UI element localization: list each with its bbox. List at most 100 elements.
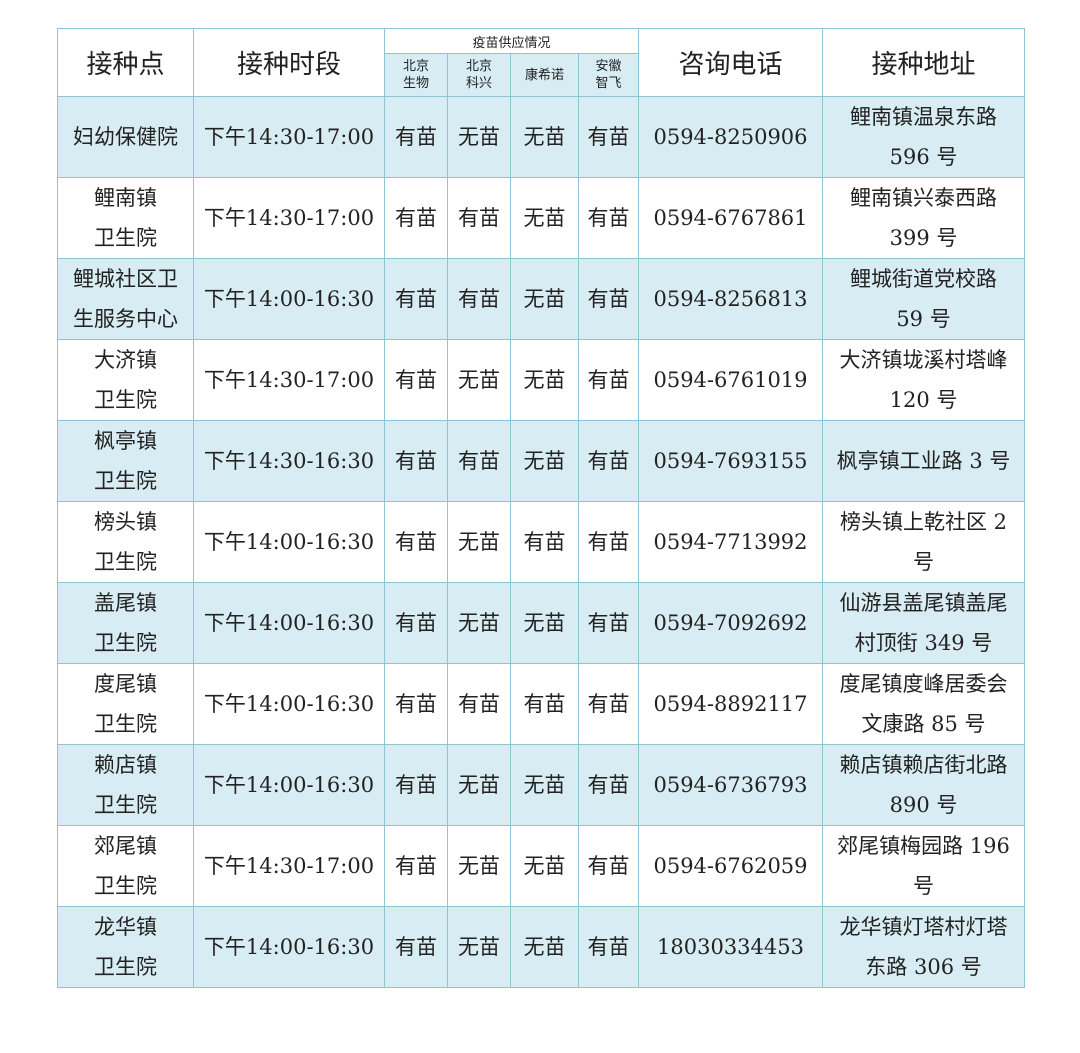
text-line: 鲤城社区卫 (73, 267, 178, 291)
phone-cell: 0594-6761019 (638, 339, 824, 421)
supply-cell: 无苗 (510, 744, 579, 826)
text-line: 卫生院 (94, 469, 157, 493)
text-line: 郊尾镇 (94, 834, 157, 858)
table-row: 榜头镇 卫生院 下午14:00-16:30 有苗 无苗 有苗 有苗 0594-7713992 榜… (57, 501, 1026, 583)
supply-cell: 有苗 (384, 825, 448, 907)
site-cell: 盖尾镇 卫生院 (57, 582, 194, 664)
header-address: 接种地址 (822, 28, 1026, 97)
time-cell: 下午14:30-17:00 (193, 825, 385, 907)
table-row: 赖店镇 卫生院 下午14:00-16:30 有苗 无苗 无苗 有苗 0594-6736793 赖… (57, 744, 1026, 826)
site-cell: 妇幼保健院 (57, 96, 194, 178)
supply-cell: 无苗 (447, 501, 511, 583)
text-line: 鲤城街道党校路 (850, 267, 998, 291)
supply-cell: 无苗 (447, 339, 511, 421)
text-line: 卫生院 (94, 793, 157, 817)
address-cell: 鲤南镇兴泰西路 399 号 (822, 177, 1026, 259)
text-line: 卫生院 (94, 226, 157, 250)
text-line: 妇幼保健院 (73, 125, 178, 149)
time-cell: 下午14:00-16:30 (193, 258, 385, 340)
supply-cell: 有苗 (447, 663, 511, 745)
supply-cell: 无苗 (510, 96, 579, 178)
text-line: 120 号 (889, 388, 958, 412)
text-line: 文康路 85 号 (861, 712, 986, 736)
text-line: 卫生院 (94, 955, 157, 979)
address-cell: 枫亭镇工业路 3 号 (822, 420, 1026, 502)
address-cell: 鲤南镇温泉东路 596 号 (822, 96, 1026, 178)
text-line: 生服务中心 (73, 307, 178, 331)
header-time: 接种时段 (193, 28, 385, 97)
supply-cell: 有苗 (447, 420, 511, 502)
text-line: 卫生院 (94, 631, 157, 655)
header-vaccine: 北京 科兴 (447, 53, 511, 97)
text-line: 龙华镇 (94, 915, 157, 939)
supply-cell: 有苗 (577, 501, 640, 583)
text-line: 大济镇 (94, 348, 157, 372)
time-cell: 下午14:30-17:00 (193, 339, 385, 421)
header-vaccine: 康希诺 (510, 53, 579, 97)
time-cell: 下午14:00-16:30 (193, 582, 385, 664)
site-cell: 赖店镇 卫生院 (57, 744, 194, 826)
time-cell: 下午14:30-17:00 (193, 96, 385, 178)
text-line: 度尾镇度峰居委会 (839, 672, 1008, 696)
text-line: 安徽 (595, 59, 622, 74)
text-line: 鲤南镇温泉东路 (850, 105, 998, 129)
address-cell: 郊尾镇梅园路 196 号 (822, 825, 1026, 907)
text-line: 东路 306 号 (865, 955, 982, 979)
phone-cell: 0594-8250906 (638, 96, 824, 178)
phone-cell: 0594-7092692 (638, 582, 824, 664)
supply-cell: 有苗 (510, 663, 579, 745)
table-row: 度尾镇 卫生院 下午14:00-16:30 有苗 有苗 有苗 有苗 0594-8892117 度… (57, 663, 1026, 745)
phone-cell: 0594-6767861 (638, 177, 824, 259)
supply-cell: 无苗 (447, 96, 511, 178)
table-row: 枫亭镇 卫生院 下午14:30-16:30 有苗 有苗 无苗 有苗 0594-7693155 枫… (57, 420, 1026, 502)
text-line: 卫生院 (94, 550, 157, 574)
supply-cell: 有苗 (577, 258, 640, 340)
phone-cell: 18030334453 (638, 906, 824, 988)
time-cell: 下午14:30-17:00 (193, 177, 385, 259)
supply-cell: 无苗 (510, 420, 579, 502)
time-cell: 下午14:00-16:30 (193, 744, 385, 826)
table-row: 妇幼保健院 下午14:30-17:00 有苗 无苗 无苗 有苗 0594-8250906 鲤南… (57, 96, 1026, 178)
supply-cell: 有苗 (384, 177, 448, 259)
text-line: 鲤南镇兴泰西路 (850, 186, 998, 210)
phone-cell: 0594-8256813 (638, 258, 824, 340)
time-cell: 下午14:00-16:30 (193, 906, 385, 988)
text-line: 枫亭镇工业路 3 号 (836, 449, 1011, 473)
text-line: 北京 (402, 59, 429, 74)
supply-cell: 无苗 (447, 744, 511, 826)
supply-cell: 无苗 (447, 825, 511, 907)
supply-cell: 无苗 (510, 825, 579, 907)
site-cell: 鲤城社区卫生服务中心 (57, 258, 194, 340)
vaccination-sites-table: 接种点 接种时段 疫苗供应情况 咨询电话 接种地址 北京 生物 北京 科兴 康希诺 安徽智… (57, 28, 1026, 988)
table-row: 盖尾镇 卫生院 下午14:00-16:30 有苗 无苗 无苗 有苗 0594-7092692 仙… (57, 582, 1026, 664)
supply-cell: 有苗 (577, 744, 640, 826)
header-site: 接种点 (57, 28, 194, 97)
site-cell: 枫亭镇 卫生院 (57, 420, 194, 502)
supply-cell: 无苗 (510, 339, 579, 421)
supply-cell: 有苗 (577, 420, 640, 502)
header-phone: 咨询电话 (638, 28, 824, 97)
phone-cell: 0594-6762059 (638, 825, 824, 907)
site-cell: 鲤南镇 卫生院 (57, 177, 194, 259)
text-line: 鲤南镇 (94, 186, 157, 210)
text-line: 度尾镇 (94, 672, 157, 696)
text-line: 村顶街 349 号 (854, 631, 993, 655)
text-line: 卫生院 (94, 874, 157, 898)
supply-cell: 有苗 (577, 582, 640, 664)
table-row: 大济镇 卫生院 下午14:30-17:00 有苗 无苗 无苗 有苗 0594-6761019 大… (57, 339, 1026, 421)
supply-cell: 有苗 (577, 339, 640, 421)
time-cell: 下午14:30-16:30 (193, 420, 385, 502)
address-cell: 榜头镇上乾社区 2 号 (822, 501, 1026, 583)
text-line: 枫亭镇 (94, 429, 157, 453)
site-cell: 大济镇 卫生院 (57, 339, 194, 421)
text-line: 596 号 (889, 145, 958, 169)
text-line: 号 (913, 874, 935, 898)
text-line: 399 号 (889, 226, 958, 250)
supply-cell: 无苗 (510, 177, 579, 259)
address-cell: 度尾镇度峰居委会 文康路 85 号 (822, 663, 1026, 745)
time-cell: 下午14:00-16:30 (193, 663, 385, 745)
table-row: 鲤南镇 卫生院 下午14:30-17:00 有苗 有苗 无苗 有苗 0594-6767861 鲤… (57, 177, 1026, 259)
text-line: 智飞 (595, 76, 622, 91)
supply-cell: 有苗 (384, 420, 448, 502)
text-line: 北京 (465, 59, 492, 74)
